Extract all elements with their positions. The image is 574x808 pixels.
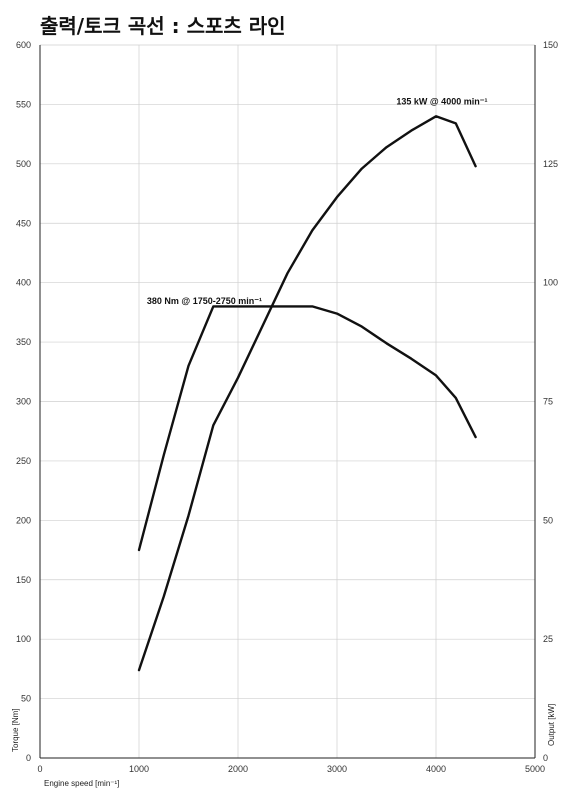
- y2-axis-label: Output [kW]: [547, 704, 556, 746]
- series-lines: [137, 115, 477, 672]
- y-tick-label: 300: [16, 397, 31, 407]
- y-tick-label: 500: [16, 159, 31, 169]
- y-tick-label: 200: [16, 515, 31, 525]
- torque-line: [137, 305, 477, 552]
- x-axis-label: Engine speed [min⁻¹]: [44, 779, 119, 788]
- x-tick-label: 1000: [129, 764, 149, 774]
- y-tick-label: 600: [16, 40, 31, 50]
- chart-title: 출력/토크 곡선 : 스포츠 라인: [40, 14, 286, 38]
- annotation-label: 380 Nm @ 1750-2750 min⁻¹: [147, 296, 262, 306]
- y-tick-label: 150: [16, 575, 31, 585]
- output-line: [137, 115, 477, 672]
- y-tick-label: 250: [16, 456, 31, 466]
- y2-tick-label: 125: [543, 159, 558, 169]
- y2-tick-label: 150: [543, 40, 558, 50]
- y-tick-label: 50: [21, 694, 31, 704]
- y2-tick-label: 25: [543, 634, 553, 644]
- axes: [39, 45, 536, 759]
- annotations: 380 Nm @ 1750-2750 min⁻¹ 135 kW @ 4000 mi…: [147, 96, 488, 306]
- y-tick-label: 450: [16, 218, 31, 228]
- y-tick-label: 0: [26, 753, 31, 763]
- y2-tick-label: 0: [543, 753, 548, 763]
- x-tick-label: 0: [37, 764, 42, 774]
- y-axis-label: Torque [Nm]: [11, 708, 20, 752]
- y-tick-label: 550: [16, 99, 31, 109]
- y2-tick-label: 100: [543, 278, 558, 288]
- annotation-label: 135 kW @ 4000 min⁻¹: [396, 96, 487, 106]
- grid-lines: [40, 44, 535, 758]
- y-tick-label: 100: [16, 634, 31, 644]
- y2-tick-label: 50: [543, 515, 553, 525]
- y2-tick-label: 75: [543, 397, 553, 407]
- y-tick-label: 350: [16, 337, 31, 347]
- x-tick-label: 3000: [327, 764, 347, 774]
- y-tick-label: 400: [16, 278, 31, 288]
- x-tick-label: 2000: [228, 764, 248, 774]
- x-tick-label: 5000: [525, 764, 545, 774]
- x-tick-label: 4000: [426, 764, 446, 774]
